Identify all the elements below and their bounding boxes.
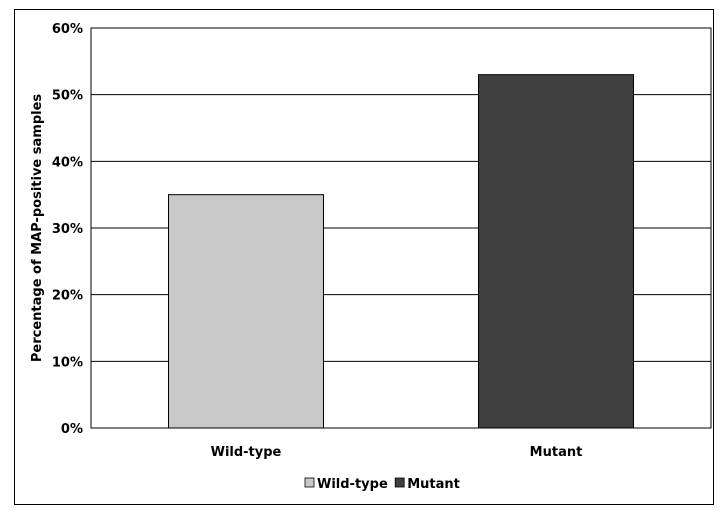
y-tick-label: 50% (52, 89, 83, 104)
legend-swatch (304, 477, 315, 488)
y-axis-title: Percentage of MAP-positive samples (30, 94, 45, 363)
legend: Wild-type Mutant (304, 477, 460, 492)
y-tick-label: 10% (52, 355, 83, 370)
y-tick-labels: 0% 10% 20% 30% 40% 50% 60% (52, 22, 83, 437)
bar-mutant (478, 74, 634, 429)
x-category-label: Wild-type (211, 445, 282, 460)
x-category-labels: Wild-type Mutant (211, 445, 583, 460)
x-category-label: Mutant (530, 445, 583, 460)
legend-label: Mutant (407, 477, 460, 492)
plot-area-border (90, 27, 712, 429)
bars (168, 74, 634, 429)
y-tick-label: 20% (52, 289, 83, 304)
y-tick-label: 30% (52, 222, 83, 237)
y-tick-label: 40% (52, 155, 83, 170)
bar-wild-type (168, 194, 324, 429)
legend-swatch (394, 477, 405, 488)
chart-frame: Percentage of MAP-positive samples 0% 10%… (14, 9, 714, 505)
y-tick-label: 60% (52, 22, 83, 37)
y-tick-label: 0% (61, 422, 83, 437)
bar-chart: Percentage of MAP-positive samples 0% 10%… (30, 22, 712, 492)
legend-label: Wild-type (317, 477, 388, 492)
